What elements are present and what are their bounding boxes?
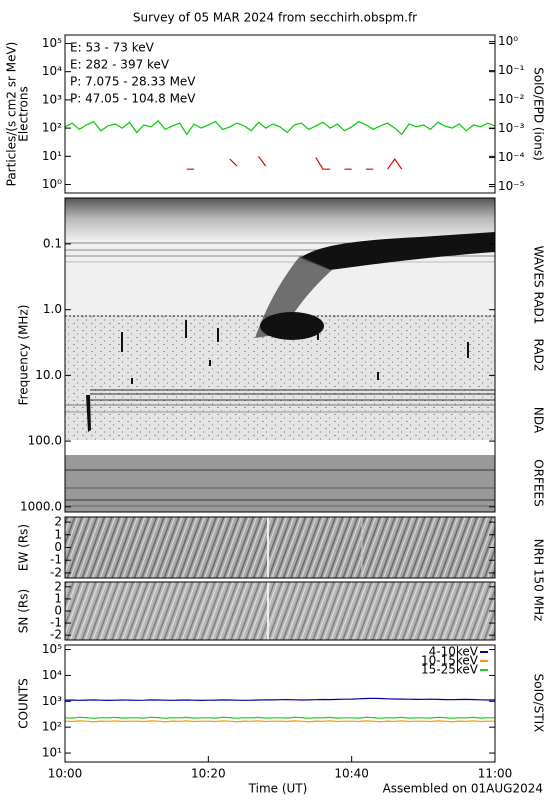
y2-tick-label: 10⁻⁴	[498, 150, 525, 164]
y2-tick-label: 10⁻²	[498, 92, 525, 106]
y-tick-label: 10⁵	[42, 36, 62, 50]
orfees-background	[65, 455, 495, 512]
chart-title: Survey of 05 MAR 2024 from secchirh.obsp…	[133, 11, 417, 25]
x-tick-label: 11:00	[478, 767, 513, 781]
y-tick-label: 10¹	[42, 149, 62, 163]
x-tick-label: 10:00	[48, 767, 83, 781]
series-line	[64, 697, 496, 702]
y-tick-label: 1	[54, 591, 62, 605]
series-line	[64, 120, 496, 136]
y-tick-label: -2	[50, 628, 62, 642]
y-tick-label: 0	[54, 540, 62, 554]
y2-tick-label: 10⁻¹	[498, 63, 525, 77]
y-tick-label: 10³	[42, 92, 62, 106]
x-tick-label: 10:20	[191, 767, 226, 781]
nrh-ew-image	[65, 517, 495, 578]
y-tick-label: 10⁰	[42, 177, 62, 191]
y-axis-label: EW (Rs)	[17, 524, 31, 571]
y-tick-label: -1	[50, 616, 62, 630]
y-tick-label: 2	[54, 579, 62, 593]
y2-tick-label: 10⁻⁵	[498, 179, 525, 193]
y2-tick-label: 10⁻³	[498, 121, 525, 135]
side-label: ORFEES	[532, 459, 546, 506]
y-axis-label: Frequency (MHz)	[17, 305, 31, 406]
nrh-image	[65, 517, 495, 578]
side-label: WAVES RAD1	[532, 246, 546, 325]
y-tick-label: 10³	[42, 694, 62, 708]
panel-frame	[64, 34, 496, 194]
y-tick-label: 1000.0	[20, 499, 62, 513]
y-tick-label: 1.0	[43, 302, 62, 316]
rad2-spikes	[121, 318, 469, 384]
legend-entry: P: 47.05 - 104.8 MeV	[70, 92, 196, 106]
nrh-sn-image	[65, 582, 495, 640]
side-label: SolO/EPD (ions)	[532, 67, 546, 161]
rad1-background	[65, 198, 495, 240]
y-tick-label: 10⁵	[42, 642, 62, 656]
side-label: NDA	[532, 407, 546, 434]
y-tick-label: 10⁴	[42, 64, 62, 78]
burst-band	[300, 232, 495, 270]
y-axis-label: SN (Rs)	[17, 589, 31, 633]
legend-entry: E: 53 - 73 keV	[70, 41, 155, 55]
y-tick-label: -1	[50, 553, 62, 567]
series-line	[64, 720, 495, 723]
x-tick-label: 10:40	[334, 767, 369, 781]
side-label: NRH 150 MHz	[532, 539, 546, 622]
nrh-image	[65, 582, 495, 640]
y-tick-label: 1	[54, 527, 62, 541]
y-tick-label: 100.0	[28, 434, 62, 448]
y-tick-label: 0	[54, 604, 62, 618]
nda-lines	[65, 389, 495, 413]
panel-gap	[65, 440, 495, 455]
series-line	[64, 716, 495, 719]
legend-entry: 15-25keV	[421, 663, 479, 677]
y-tick-label: 10²	[42, 121, 62, 135]
y-axis-label: COUNTS	[17, 678, 31, 729]
burst-core	[260, 312, 324, 340]
legend-entry: P: 7.075 - 28.33 MeV	[70, 75, 196, 89]
y-tick-label: 2	[54, 515, 62, 529]
legend-entry: 4-10keV	[429, 645, 479, 659]
legend-entry: E: 282 - 397 keV	[70, 58, 170, 72]
side-label: RAD2	[532, 339, 546, 372]
y2-tick-label: 10⁰	[498, 34, 518, 48]
series-line	[186, 155, 403, 170]
y-tick-label: 10⁴	[42, 668, 62, 682]
legend-entry: 10-15keV	[421, 654, 479, 668]
x-axis-label: Time (UT)	[248, 782, 308, 796]
panel-frame	[64, 197, 496, 513]
panel-frame	[64, 644, 496, 763]
orfees-lines	[65, 469, 495, 507]
y-axis-label: Particles/(s cm2 sr MeV)	[5, 42, 19, 187]
y-tick-label: 0.1	[43, 236, 62, 250]
spectrogram-image	[65, 198, 495, 512]
side-label: SoIO/STIX	[532, 674, 546, 733]
y-tick-label: 10²	[42, 720, 62, 734]
y-tick-label: 10¹	[42, 746, 62, 760]
annotation: Assembled on 01AUG2024	[383, 782, 543, 796]
y-axis-label: Electrons	[17, 86, 31, 141]
y-tick-label: -2	[50, 565, 62, 579]
y-tick-label: 10.0	[35, 368, 62, 382]
nda-spike	[86, 395, 91, 432]
